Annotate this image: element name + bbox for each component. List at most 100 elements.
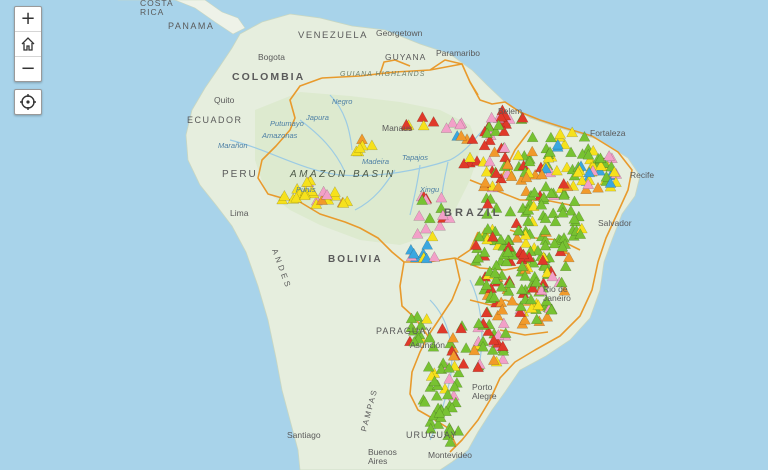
site-marker-green[interactable] — [530, 313, 543, 324]
site-marker-yellow[interactable] — [464, 151, 476, 163]
site-marker-red[interactable] — [499, 151, 512, 163]
site-marker-orange[interactable] — [520, 171, 533, 183]
site-marker-red[interactable] — [498, 125, 510, 136]
site-marker-green[interactable] — [488, 291, 501, 302]
site-marker-yellow[interactable] — [554, 127, 567, 139]
site-marker-green[interactable] — [441, 388, 454, 400]
site-marker-red[interactable] — [500, 118, 513, 129]
site-marker-green[interactable] — [490, 273, 502, 285]
site-marker-green[interactable] — [594, 152, 607, 163]
site-marker-green[interactable] — [539, 239, 552, 251]
site-marker-green[interactable] — [544, 131, 557, 143]
site-marker-orange[interactable] — [455, 129, 468, 141]
site-marker-yellow[interactable] — [353, 142, 366, 153]
site-marker-green[interactable] — [556, 240, 569, 252]
site-marker-green[interactable] — [539, 180, 552, 192]
site-marker-orange[interactable] — [447, 331, 459, 343]
site-marker-yellow[interactable] — [365, 139, 378, 151]
site-marker-green[interactable] — [489, 267, 501, 278]
site-marker-red[interactable] — [481, 197, 494, 209]
site-marker-green[interactable] — [473, 230, 486, 242]
site-marker-green[interactable] — [423, 331, 436, 343]
site-marker-pink[interactable] — [436, 209, 449, 220]
site-marker-pink[interactable] — [497, 317, 510, 329]
site-marker-red[interactable] — [526, 281, 539, 293]
site-marker-pink[interactable] — [483, 155, 496, 167]
site-marker-pink[interactable] — [454, 118, 467, 130]
site-marker-green[interactable] — [512, 224, 525, 236]
site-marker-green[interactable] — [531, 244, 544, 256]
site-marker-red[interactable] — [536, 254, 549, 265]
home-button[interactable] — [15, 32, 41, 57]
site-marker-yellow[interactable] — [328, 186, 341, 197]
site-marker-green[interactable] — [422, 360, 435, 372]
site-marker-green[interactable] — [444, 337, 457, 349]
site-marker-green[interactable] — [522, 215, 535, 226]
site-marker-green[interactable] — [405, 321, 418, 332]
site-marker-yellow[interactable] — [512, 149, 525, 161]
site-marker-red[interactable] — [483, 134, 496, 146]
site-marker-green[interactable] — [427, 340, 440, 352]
site-marker-red[interactable] — [458, 157, 470, 169]
site-marker-orange[interactable] — [541, 310, 554, 322]
site-marker-red[interactable] — [490, 167, 503, 179]
site-marker-green[interactable] — [478, 246, 491, 258]
site-marker-orange[interactable] — [520, 185, 533, 196]
site-marker-green[interactable] — [435, 363, 448, 374]
site-marker-yellow[interactable] — [550, 164, 563, 176]
site-marker-red[interactable] — [416, 111, 429, 122]
site-marker-yellow[interactable] — [480, 165, 493, 177]
site-marker-green[interactable] — [519, 270, 532, 281]
site-marker-blue[interactable] — [421, 238, 434, 250]
site-marker-orange[interactable] — [447, 349, 460, 361]
site-marker-orange[interactable] — [501, 158, 514, 170]
site-marker-green[interactable] — [527, 256, 540, 268]
site-marker-green[interactable] — [408, 335, 421, 347]
site-marker-green[interactable] — [460, 342, 473, 353]
site-marker-green[interactable] — [548, 237, 561, 249]
site-marker-yellow[interactable] — [290, 191, 303, 203]
site-marker-green[interactable] — [544, 146, 556, 157]
site-marker-red[interactable] — [400, 118, 413, 130]
site-marker-yellow[interactable] — [519, 237, 532, 248]
site-marker-green[interactable] — [435, 202, 448, 213]
site-marker-yellow[interactable] — [572, 166, 585, 177]
site-marker-red[interactable] — [472, 361, 485, 373]
site-marker-green[interactable] — [480, 279, 493, 290]
site-marker-green[interactable] — [452, 366, 465, 378]
site-marker-red[interactable] — [455, 322, 468, 334]
site-marker-yellow[interactable] — [587, 144, 600, 156]
site-marker-green[interactable] — [423, 212, 436, 224]
site-marker-pink[interactable] — [446, 116, 459, 128]
site-marker-orange[interactable] — [492, 180, 505, 192]
site-marker-pink[interactable] — [535, 284, 548, 296]
site-marker-green[interactable] — [428, 375, 441, 387]
site-marker-green[interactable] — [504, 277, 516, 288]
site-marker-red[interactable] — [480, 306, 493, 318]
site-marker-red[interactable] — [517, 248, 530, 260]
site-marker-blue[interactable] — [539, 162, 552, 174]
site-marker-yellow[interactable] — [576, 174, 589, 186]
site-marker-green[interactable] — [424, 422, 437, 434]
site-marker-orange[interactable] — [479, 176, 492, 188]
site-marker-pink[interactable] — [497, 353, 509, 365]
site-marker-green[interactable] — [523, 155, 536, 167]
site-marker-green[interactable] — [430, 389, 443, 401]
site-marker-green[interactable] — [481, 208, 493, 219]
site-marker-green[interactable] — [490, 202, 503, 213]
site-marker-red[interactable] — [427, 115, 440, 127]
site-marker-pink[interactable] — [428, 250, 441, 262]
site-marker-green[interactable] — [564, 204, 577, 216]
site-marker-red[interactable] — [466, 133, 479, 144]
site-marker-yellow[interactable] — [417, 119, 430, 131]
site-marker-blue[interactable] — [420, 252, 433, 264]
site-marker-green[interactable] — [495, 280, 508, 292]
site-marker-blue[interactable] — [604, 177, 617, 188]
site-marker-green[interactable] — [477, 340, 489, 352]
site-marker-green[interactable] — [514, 300, 527, 311]
site-marker-red[interactable] — [436, 322, 449, 334]
site-marker-pink[interactable] — [440, 122, 453, 133]
site-marker-red[interactable] — [486, 230, 499, 242]
site-marker-orange[interactable] — [468, 344, 481, 356]
